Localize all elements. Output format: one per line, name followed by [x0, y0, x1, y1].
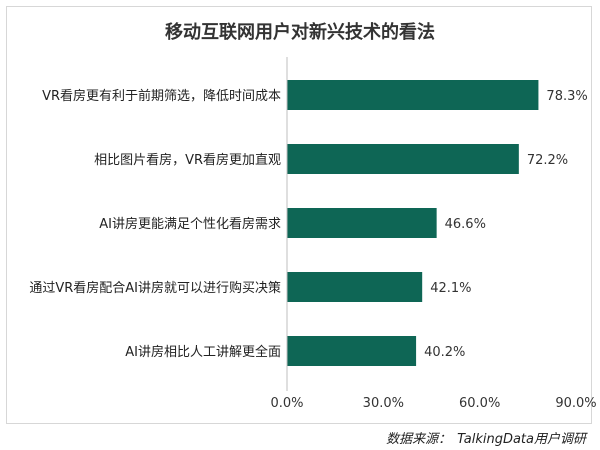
value-label: 42.1%: [430, 281, 471, 296]
value-label: 78.3%: [546, 89, 587, 104]
category-label: 通过VR看房配合AI讲房就可以进行购买决策: [29, 280, 281, 296]
value-label: 46.6%: [445, 217, 486, 232]
bar: [287, 144, 519, 174]
bar: [287, 336, 417, 366]
value-label: 72.2%: [527, 153, 568, 168]
bar: [287, 272, 423, 302]
category-label: 相比图片看房，VR看房更加直观: [94, 152, 281, 168]
data-source: 数据来源： TalkingData用户调研: [380, 428, 586, 447]
x-tick-label: 90.0%: [555, 396, 596, 411]
bar: [287, 80, 539, 110]
chart-title: 移动互联网用户对新兴技术的看法: [165, 22, 435, 43]
bar: [287, 208, 437, 238]
value-label: 40.2%: [424, 345, 465, 360]
x-tick-label: 30.0%: [363, 396, 404, 411]
category-label: AI讲房相比人工讲解更全面: [125, 344, 281, 360]
category-label: AI讲房更能满足个性化看房需求: [99, 216, 281, 232]
source-label: 数据来源：: [386, 432, 452, 447]
category-label: VR看房更有利于前期筛选，降低时间成本: [42, 88, 281, 104]
x-tick-label: 0.0%: [270, 396, 303, 411]
source-text: TalkingData用户调研: [457, 432, 586, 447]
x-tick-label: 60.0%: [459, 396, 500, 411]
